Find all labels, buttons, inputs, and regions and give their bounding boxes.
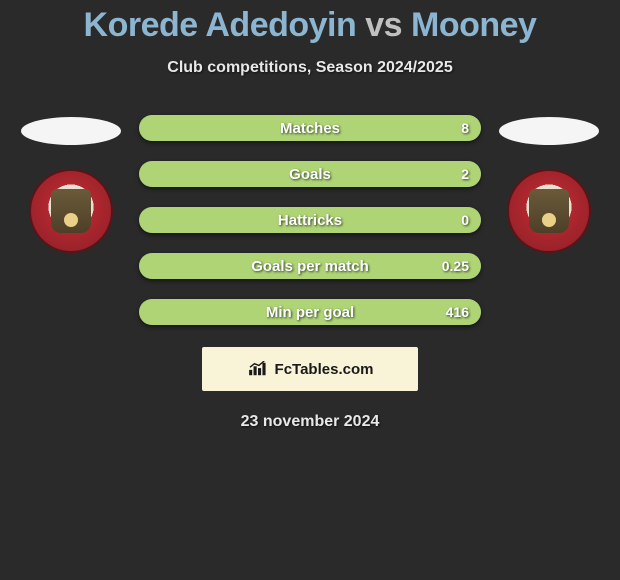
comparison-card: Korede Adedoyin vs Mooney Club competiti… xyxy=(0,0,620,431)
stat-bar: Goals per match 0.25 xyxy=(139,253,481,279)
attribution-text: FcTables.com xyxy=(275,361,374,378)
stat-bar: Hattricks 0 xyxy=(139,207,481,233)
stat-label: Goals xyxy=(289,166,331,183)
stat-value-right: 8 xyxy=(461,120,469,136)
right-club-badge-icon xyxy=(507,169,591,253)
right-flag-icon xyxy=(499,117,599,145)
stat-label: Min per goal xyxy=(266,304,354,321)
comparison-title: Korede Adedoyin vs Mooney xyxy=(0,6,620,45)
stat-value-right: 0 xyxy=(461,212,469,228)
snapshot-date: 23 november 2024 xyxy=(0,413,620,431)
chart-icon xyxy=(247,361,269,377)
stats-column: Matches 8 Goals 2 Hattricks 0 Goals per match 0… xyxy=(139,115,481,325)
stat-value-right: 2 xyxy=(461,166,469,182)
stat-value-right: 416 xyxy=(446,304,469,320)
player1-name: Korede Adedoyin xyxy=(84,6,357,44)
player2-name: Mooney xyxy=(411,6,536,44)
stat-label: Matches xyxy=(280,120,340,137)
attribution-badge[interactable]: FcTables.com xyxy=(202,347,418,391)
vs-separator: vs xyxy=(365,6,402,44)
comparison-body: Matches 8 Goals 2 Hattricks 0 Goals per match 0… xyxy=(0,115,620,325)
stat-label: Hattricks xyxy=(278,212,342,229)
stat-bar: Goals 2 xyxy=(139,161,481,187)
left-flag-icon xyxy=(21,117,121,145)
stat-bar: Min per goal 416 xyxy=(139,299,481,325)
stat-label: Goals per match xyxy=(251,258,369,275)
left-side xyxy=(21,115,121,253)
stat-bar: Matches 8 xyxy=(139,115,481,141)
right-side xyxy=(499,115,599,253)
stat-value-right: 0.25 xyxy=(442,258,469,274)
subtitle: Club competitions, Season 2024/2025 xyxy=(0,59,620,77)
left-club-badge-icon xyxy=(29,169,113,253)
